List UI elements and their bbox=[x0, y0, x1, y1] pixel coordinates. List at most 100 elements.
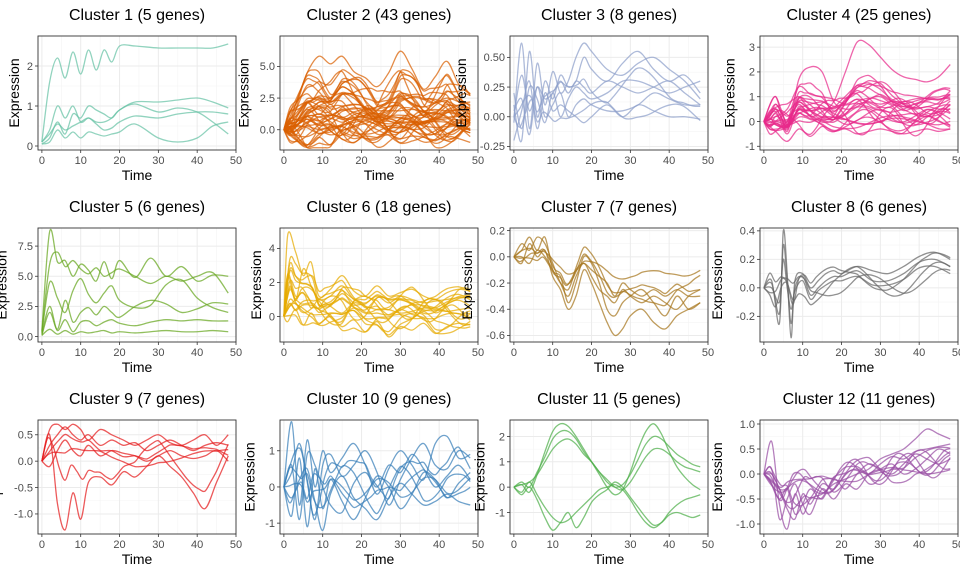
x-tick-label: 50 bbox=[702, 539, 714, 551]
series-line-6 bbox=[41, 437, 229, 493]
y-tick-label: 1 bbox=[27, 101, 33, 113]
series-line-37 bbox=[283, 103, 471, 131]
x-axis-title: Time bbox=[844, 359, 875, 375]
series-line-24 bbox=[283, 121, 471, 150]
series-line-9 bbox=[283, 464, 471, 515]
series-line-34 bbox=[283, 109, 471, 135]
y-tick-label: -0.2 bbox=[486, 278, 505, 290]
x-tick-label: 0 bbox=[39, 539, 45, 551]
panel-title: Cluster 10 (9 genes) bbox=[307, 391, 452, 408]
x-tick-label: 10 bbox=[317, 155, 329, 167]
x-tick-label: 10 bbox=[75, 347, 87, 359]
panel-cluster-6: 0 10 20 30 40 50 0 2 4 Cluster 6 (18 genes) Time Ex… bbox=[248, 199, 484, 375]
x-axis-title: Time bbox=[364, 167, 395, 183]
panel-cluster-4: 0 10 20 30 40 50 -1 0 1 2 3 Cluster 4 (25 genes) Tim… bbox=[722, 7, 960, 183]
series-line-32 bbox=[283, 117, 471, 144]
panel-border bbox=[37, 419, 237, 535]
panel-border bbox=[279, 419, 479, 535]
x-tick-label: 50 bbox=[702, 155, 714, 167]
panel-title: Cluster 11 (5 genes) bbox=[537, 391, 681, 408]
y-tick-label: -0.5 bbox=[14, 482, 33, 494]
panel-title: Cluster 9 (7 genes) bbox=[69, 391, 205, 408]
series-line-4 bbox=[41, 111, 229, 143]
panel-background bbox=[760, 228, 958, 342]
series-line-2 bbox=[41, 423, 229, 462]
y-tick-label: -1 bbox=[495, 507, 505, 519]
series-line-42 bbox=[283, 73, 471, 131]
series-group bbox=[513, 42, 701, 143]
y-tick-label: 2 bbox=[27, 61, 33, 73]
y-tick-label: 0.0 bbox=[740, 283, 755, 295]
x-tick-label: 0 bbox=[511, 155, 517, 167]
series-line-36 bbox=[283, 124, 471, 138]
series-line-1 bbox=[41, 43, 229, 143]
series-line-6 bbox=[283, 476, 471, 503]
series-line-1 bbox=[763, 228, 951, 339]
series-line-5 bbox=[41, 311, 229, 336]
x-tick-label: 40 bbox=[433, 155, 445, 167]
panel-cluster-5: 0 10 20 30 40 50 0.0 2.5 5.0 7.5 Cluster 5 (6 gene… bbox=[0, 199, 242, 375]
y-tick-label: 4 bbox=[269, 243, 275, 255]
series-line-5 bbox=[513, 481, 701, 529]
y-axis-title: Expression bbox=[459, 250, 475, 319]
panel-title: Cluster 8 (6 genes) bbox=[791, 199, 927, 216]
panel-title: Cluster 7 (7 genes) bbox=[541, 199, 677, 216]
x-tick-label: 30 bbox=[152, 539, 164, 551]
panel-cluster-2: 0 10 20 30 40 50 0.0 2.5 5.0 Cluster 2 (43 genes)… bbox=[235, 7, 484, 183]
series-line-9 bbox=[283, 255, 471, 317]
panel-title: Cluster 4 (25 genes) bbox=[787, 7, 932, 24]
y-tick-label: 2.5 bbox=[260, 93, 275, 105]
series-line-8 bbox=[763, 454, 951, 502]
x-tick-label: 40 bbox=[191, 155, 203, 167]
series-line-7 bbox=[41, 433, 229, 462]
y-axis-title: Expression bbox=[0, 442, 3, 511]
x-tick-label: 20 bbox=[835, 539, 847, 551]
series-line-1 bbox=[41, 433, 229, 531]
series-line-4 bbox=[513, 481, 701, 531]
x-tick-label: 40 bbox=[191, 539, 203, 551]
y-tick-label: 0.4 bbox=[740, 226, 755, 238]
x-tick-label: 20 bbox=[585, 539, 597, 551]
x-tick-label: 0 bbox=[511, 539, 517, 551]
x-tick-label: 20 bbox=[585, 347, 597, 359]
series-line-4 bbox=[41, 439, 229, 468]
x-tick-label: 20 bbox=[113, 347, 125, 359]
series-line-2 bbox=[513, 236, 701, 311]
y-tick-label: 0 bbox=[269, 482, 275, 494]
series-line-4 bbox=[763, 121, 951, 142]
x-tick-label: 10 bbox=[317, 539, 329, 551]
panel-cluster-12: 0 10 20 30 40 50 -1.0 -0.5 0.0 0.5 1.0 Cluster 12 (… bbox=[709, 391, 960, 567]
x-tick-label: 40 bbox=[913, 155, 925, 167]
series-line-17 bbox=[283, 267, 471, 317]
x-tick-label: 10 bbox=[547, 539, 559, 551]
series-line-6 bbox=[763, 268, 951, 297]
x-axis-title: Time bbox=[844, 551, 875, 567]
series-line-38 bbox=[283, 69, 471, 130]
y-tick-label: 2 bbox=[499, 431, 505, 443]
x-tick-label: 40 bbox=[913, 347, 925, 359]
panel-cluster-8: 0 10 20 30 40 50 -0.2 0.0 0.2 0.4 Cluster 8 (6 gen… bbox=[709, 199, 960, 375]
series-group bbox=[283, 50, 471, 150]
x-tick-label: 0 bbox=[511, 347, 517, 359]
y-tick-label: 0 bbox=[27, 141, 33, 153]
x-tick-label: 50 bbox=[230, 155, 242, 167]
x-tick-label: 20 bbox=[355, 155, 367, 167]
series-line-6 bbox=[763, 446, 951, 510]
y-tick-label: 1 bbox=[499, 457, 505, 469]
panel-title: Cluster 12 (11 genes) bbox=[783, 391, 936, 408]
x-tick-label: 0 bbox=[761, 539, 767, 551]
series-line-5 bbox=[41, 448, 229, 468]
y-axis-title: Expression bbox=[248, 250, 264, 319]
y-tick-label: 1.0 bbox=[740, 419, 755, 431]
series-line-25 bbox=[283, 69, 471, 131]
y-tick-label: 0.0 bbox=[18, 456, 33, 468]
x-tick-label: 30 bbox=[874, 347, 886, 359]
y-tick-label: 5.0 bbox=[260, 61, 275, 73]
x-tick-label: 30 bbox=[624, 347, 636, 359]
y-axis-title: Expression bbox=[453, 58, 469, 127]
y-tick-label: 7.5 bbox=[18, 241, 33, 253]
panel-background bbox=[760, 420, 958, 534]
series-line-22 bbox=[763, 89, 951, 128]
series-line-5 bbox=[41, 121, 229, 145]
